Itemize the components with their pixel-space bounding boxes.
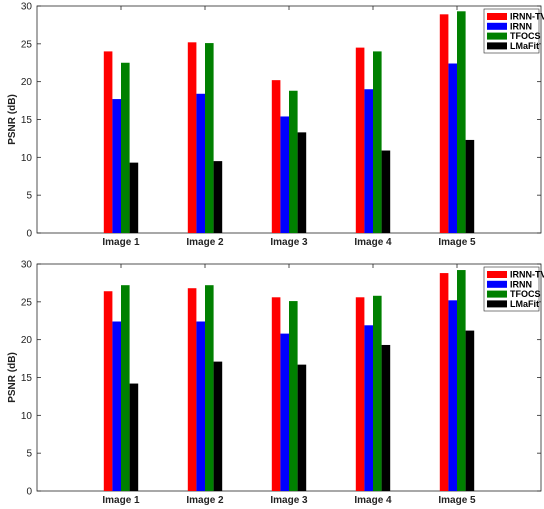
bar-lmafit (213, 361, 223, 491)
y-axis-title: PSNR (dB) (7, 94, 18, 145)
bar-lmafit (465, 330, 475, 491)
legend-swatch (487, 290, 507, 298)
bar-tfocs (121, 62, 130, 233)
x-category-label: Image 3 (270, 237, 308, 248)
legend-swatch (487, 280, 507, 288)
bar-tfocs (289, 301, 298, 491)
legend-swatch (487, 271, 507, 278)
legend-swatch (487, 32, 507, 40)
bar-irnn (112, 99, 121, 233)
x-category-label: Image 2 (186, 237, 224, 248)
bar-irnn-tv (271, 297, 281, 491)
legend-entry-label: IRNN (510, 21, 532, 31)
bar-irnn-tv (439, 14, 449, 233)
legend-entry-label: TFOCS (510, 31, 541, 41)
legend-swatch (487, 22, 507, 30)
legend-swatch (487, 42, 507, 50)
legend-swatch (487, 300, 507, 308)
bar-lmafit (381, 344, 391, 491)
bar-irnn (364, 325, 373, 491)
bar-irnn-tv (271, 80, 281, 233)
legend-entry-label: LMaFit (510, 41, 539, 51)
bar-lmafit (297, 364, 307, 491)
bar-tfocs (457, 11, 466, 234)
bar-irnn-tv (355, 297, 365, 491)
legend-entry-label: TFOCS (510, 289, 541, 299)
bar-lmafit (129, 162, 139, 233)
y-tick-label: 30 (21, 2, 33, 13)
bar-tfocs (205, 43, 214, 234)
bar-irnn-tv (103, 51, 113, 234)
legend-entry-label: IRNN (510, 279, 532, 289)
bar-irnn (280, 116, 289, 233)
x-category-label: Image 5 (438, 237, 476, 248)
y-tick-label: 10 (21, 153, 33, 164)
y-axis-title: PSNR (dB) (7, 352, 18, 403)
bar-tfocs (373, 295, 382, 491)
bar-irnn-tv (187, 288, 197, 491)
bar-tfocs (289, 90, 298, 233)
y-tick-label: 20 (21, 77, 33, 88)
bar-tfocs (121, 285, 130, 491)
bar-irnn (112, 321, 121, 491)
x-category-label: Image 5 (438, 495, 476, 506)
bar-irnn (364, 89, 373, 233)
legend-entry-label: IRNN-TV (510, 12, 544, 22)
bar-irnn-tv (187, 42, 197, 233)
y-tick-label: 30 (21, 260, 33, 271)
x-category-label: Image 3 (270, 495, 308, 506)
chart-panel-1: 0 5 10 15 20 25 30 PSNR (dB) Image 1 Image 2 Image… (7, 2, 544, 249)
y-tick-label: 0 (26, 487, 32, 498)
y-tick-label: 5 (26, 449, 32, 460)
y-tick-label: 25 (21, 297, 33, 308)
y-tick-label: 25 (21, 39, 33, 50)
legend-entry-label: LMaFit (510, 299, 539, 309)
bar-lmafit (465, 139, 475, 233)
chart-panel-2: 0 5 10 15 20 25 30 PSNR (dB) Image 1 Image 2 Image… (7, 260, 544, 507)
y-tick-label: 20 (21, 335, 33, 346)
bar-irnn (280, 333, 289, 491)
x-category-label: Image 4 (354, 237, 392, 248)
bar-irnn (448, 63, 457, 233)
x-category-label: Image 2 (186, 495, 224, 506)
legend-entry-label: IRNN-TV (510, 270, 544, 280)
bar-irnn-tv (103, 291, 113, 491)
bar-lmafit (213, 161, 223, 233)
bar-irnn (196, 93, 205, 233)
bar-lmafit (381, 150, 391, 233)
x-category-label: Image 1 (102, 237, 140, 248)
bar-tfocs (205, 285, 214, 491)
bar-lmafit (297, 132, 307, 233)
bar-irnn (448, 300, 457, 491)
bar-irnn (196, 321, 205, 491)
y-tick-label: 5 (26, 191, 32, 202)
x-category-label: Image 4 (354, 495, 392, 506)
x-category-label: Image 1 (102, 495, 140, 506)
legend-swatch (487, 13, 507, 20)
bar-tfocs (457, 270, 466, 491)
bar-irnn-tv (439, 273, 449, 491)
y-tick-label: 10 (21, 411, 33, 422)
bar-irnn-tv (355, 47, 365, 233)
y-tick-label: 15 (21, 115, 33, 126)
y-tick-label: 15 (21, 373, 33, 384)
y-tick-label: 0 (26, 229, 32, 240)
bar-tfocs (373, 51, 382, 234)
bar-lmafit (129, 383, 139, 491)
